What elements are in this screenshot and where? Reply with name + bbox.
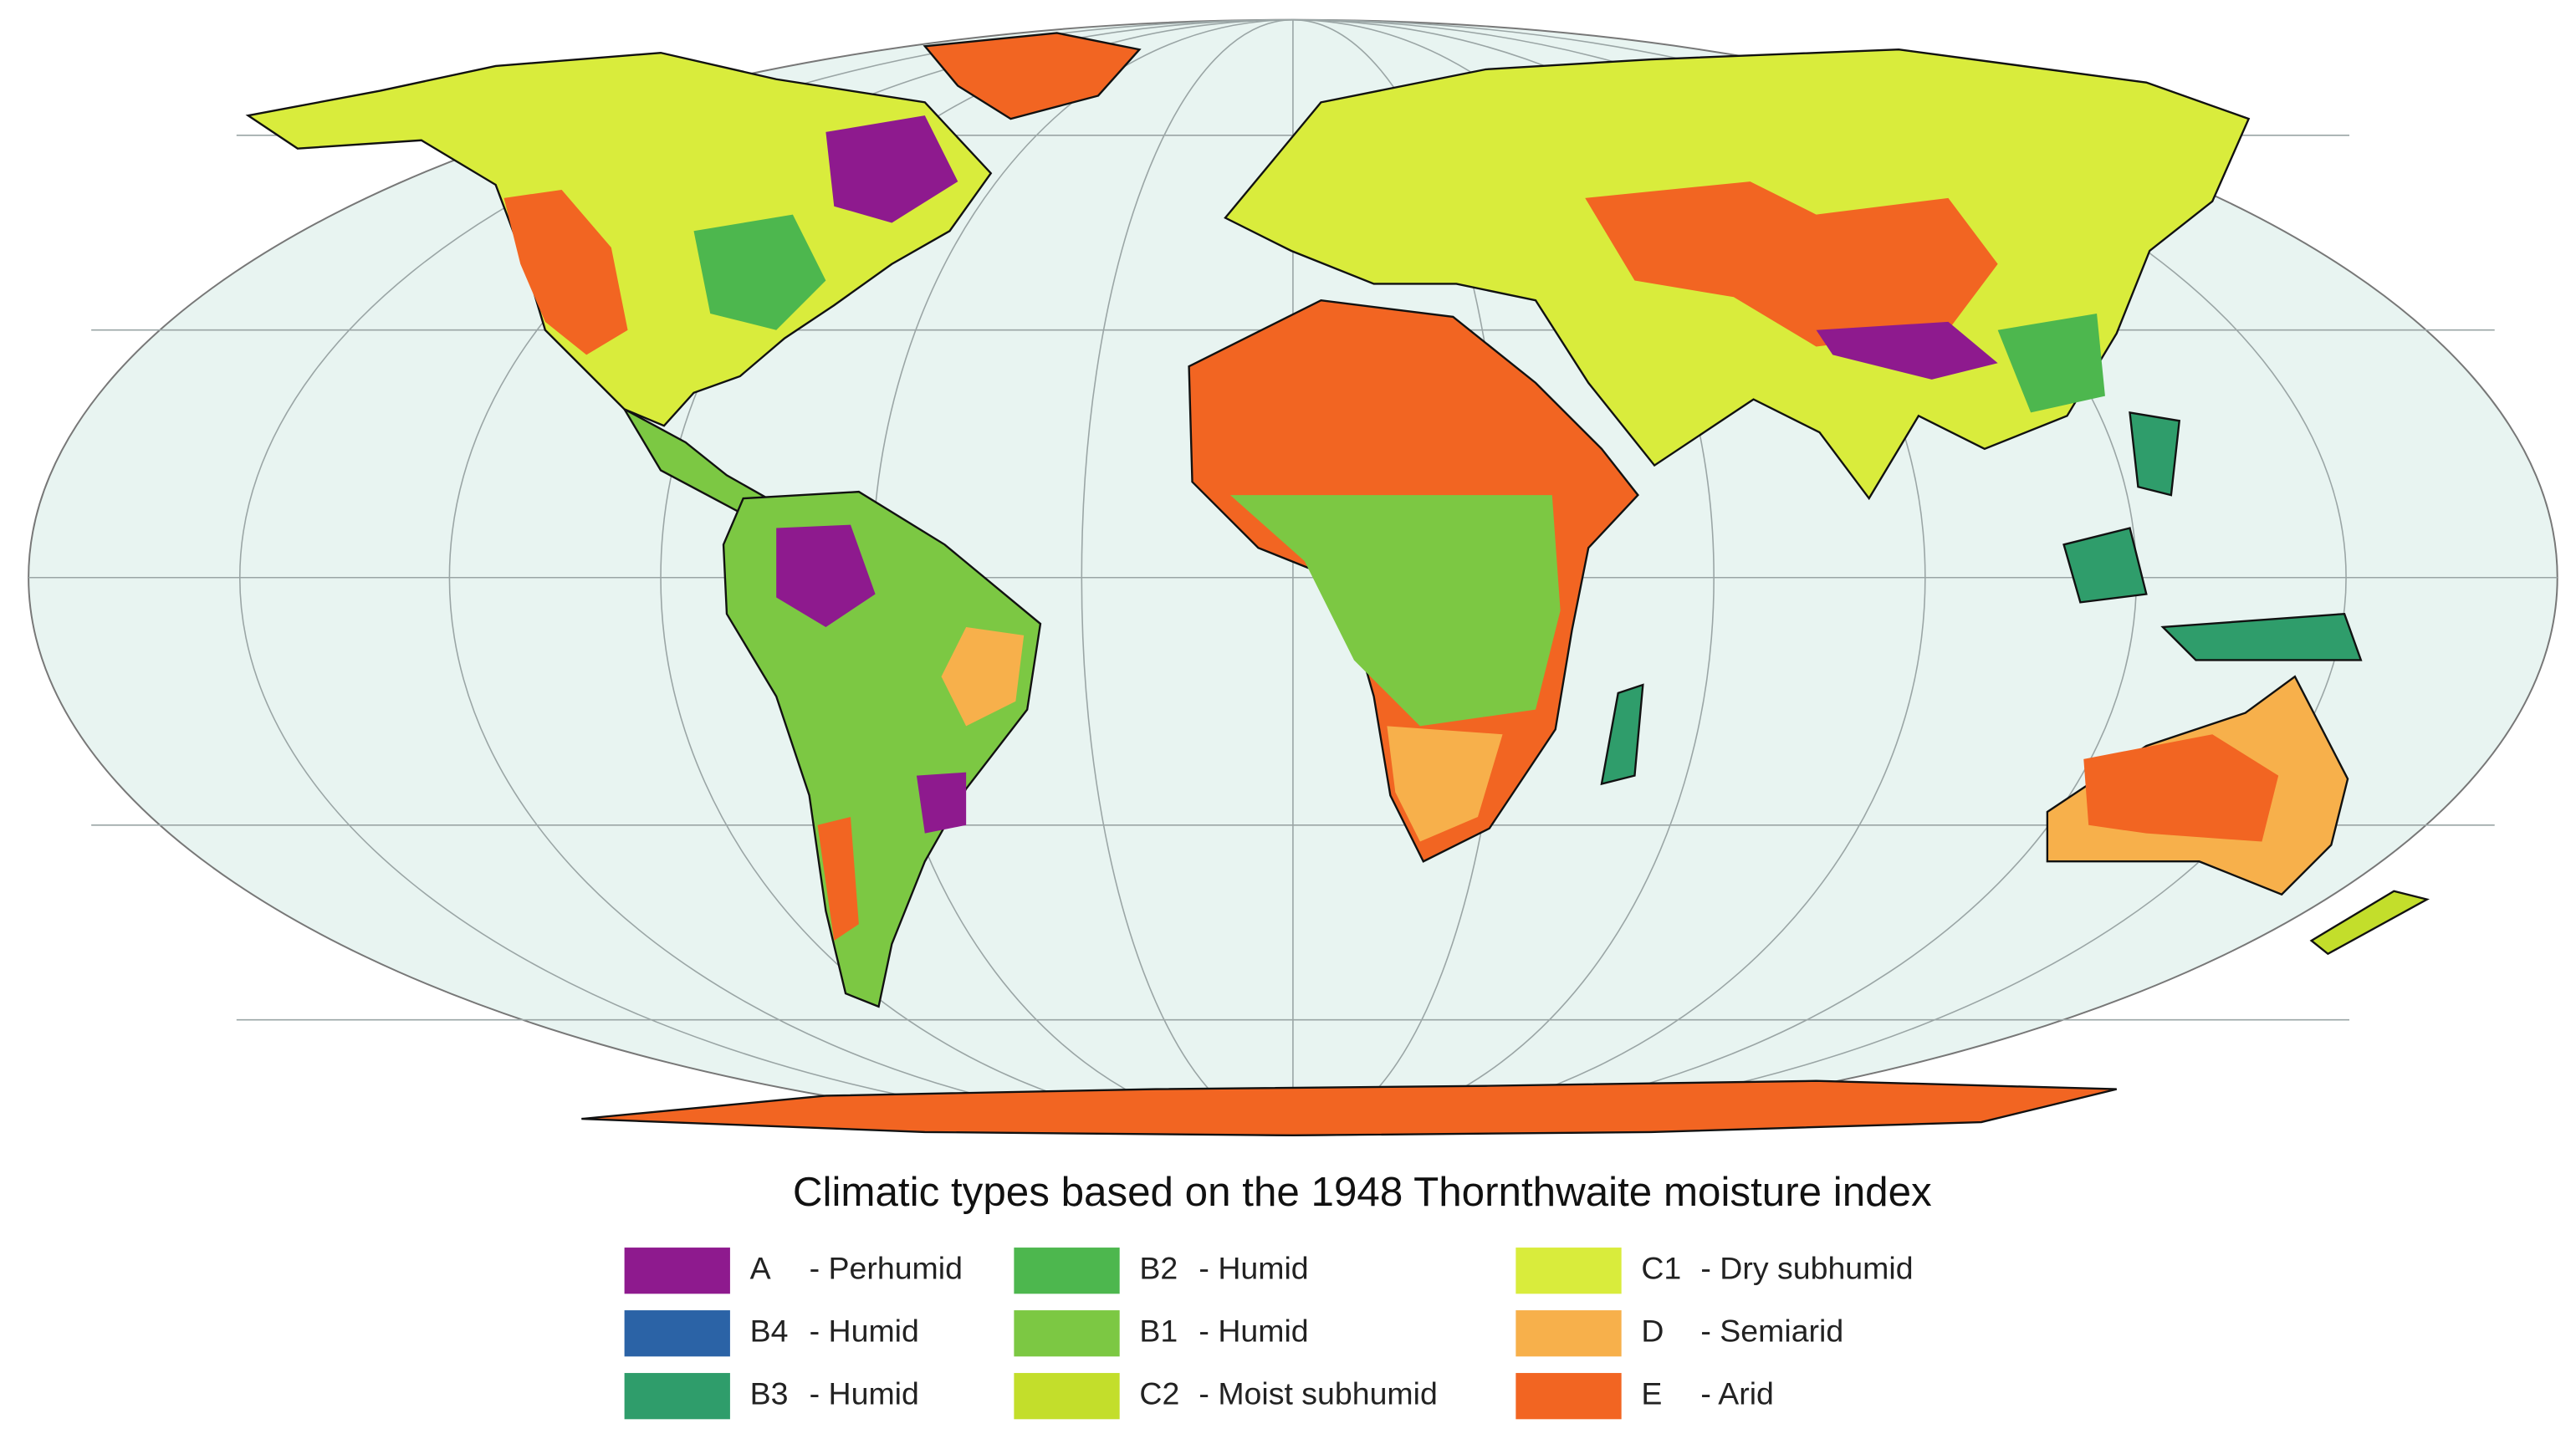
legend-swatch	[1515, 1373, 1622, 1420]
legend-swatch	[1014, 1373, 1120, 1420]
region	[503, 189, 628, 355]
region	[916, 772, 967, 834]
region	[817, 816, 859, 941]
map	[28, 18, 2558, 1137]
legend-label: - Semiarid	[1700, 1314, 1843, 1349]
legend-code: A	[750, 1251, 771, 1286]
region	[825, 115, 958, 223]
legend-swatch	[624, 1248, 730, 1294]
legend-label: - Dry subhumid	[1700, 1251, 1913, 1286]
antarctica	[581, 1079, 2118, 1137]
legend-label: - Arid	[1700, 1376, 1773, 1411]
legend-code: C2	[1139, 1376, 1179, 1411]
greenland	[923, 32, 1142, 120]
region	[693, 214, 826, 330]
legend-code: B1	[1139, 1314, 1178, 1349]
legend-code: D	[1641, 1314, 1664, 1349]
map-title: Climatic types based on the 1948 Thornth…	[793, 1169, 1932, 1215]
south-america	[722, 490, 1042, 1008]
legend-label: - Humid	[1199, 1314, 1308, 1349]
legend-label: - Perhumid	[810, 1251, 963, 1286]
legend-code: C1	[1641, 1251, 1681, 1286]
legend-swatch	[624, 1373, 730, 1420]
legend-code: B3	[750, 1376, 789, 1411]
new-zealand	[2309, 890, 2430, 956]
region	[1997, 313, 2105, 413]
legend-swatch	[1515, 1310, 1622, 1357]
legend-swatch	[624, 1310, 730, 1357]
legend-label: - Moist subhumid	[1199, 1376, 1437, 1411]
legend-label: - Humid	[1199, 1251, 1308, 1286]
region	[1387, 726, 1503, 842]
region	[2083, 734, 2279, 842]
legend-label: - Humid	[810, 1314, 919, 1349]
land	[245, 32, 2430, 1137]
legend: A - Perhumid B4 - Humid B3 - Humid B2 - Humid B1…	[624, 1248, 1914, 1420]
region	[1229, 495, 1561, 727]
madagascar	[1600, 683, 1644, 786]
region	[941, 626, 1025, 727]
region	[776, 524, 876, 627]
legend-label: - Humid	[810, 1376, 919, 1411]
region	[1816, 321, 1998, 380]
region	[1585, 181, 1998, 347]
legend-swatch	[1014, 1310, 1120, 1357]
legend-code: B2	[1139, 1251, 1178, 1286]
legend-swatch	[1014, 1248, 1120, 1294]
legend-code: E	[1641, 1376, 1662, 1411]
legend-code: B4	[750, 1314, 789, 1349]
se-asia-islands	[2062, 411, 2363, 661]
legend-swatch	[1515, 1248, 1622, 1294]
